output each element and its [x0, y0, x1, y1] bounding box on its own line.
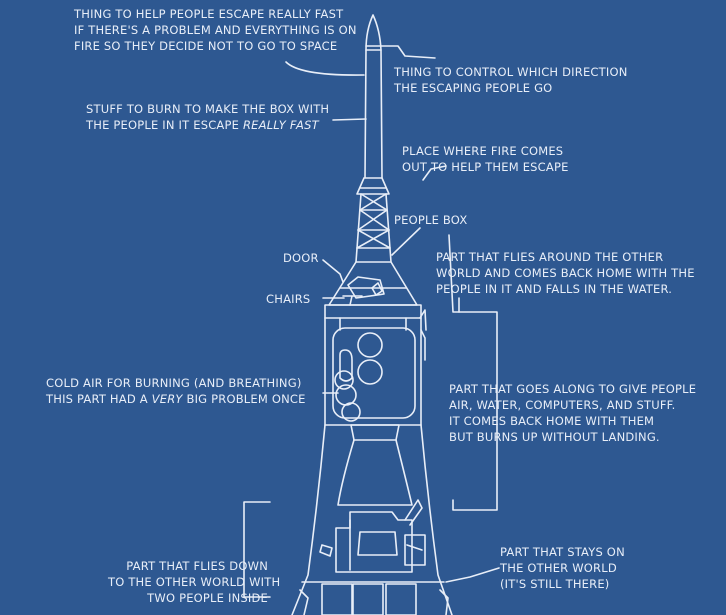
- service-module-label: PART THAT GOES ALONG TO GIVE PEOPLE AIR,…: [449, 381, 696, 445]
- direction-line-1: THING TO CONTROL WHICH DIRECTION: [394, 65, 628, 79]
- cold-line-2b: VERY: [151, 392, 183, 406]
- service-line-4: BUT BURNS UP WITHOUT LANDING.: [449, 430, 660, 444]
- service-module: [324, 317, 426, 506]
- direction-line-2: THE ESCAPING PEOPLE GO: [394, 81, 553, 95]
- burn-line-2: THE PEOPLE IN IT ESCAPE REALLY FAST: [86, 117, 329, 133]
- adapter-skirt: [291, 424, 453, 615]
- burn-line-1: STUFF TO BURN TO MAKE THE BOX WITH: [86, 102, 330, 116]
- lander-label: PART THAT FLIES DOWN TO THE OTHER WORLD …: [108, 558, 281, 606]
- leader-lines: [243, 45, 500, 598]
- burn-line-2b: REALLY FAST: [242, 118, 319, 132]
- fire-label: PLACE WHERE FIRE COMES OUT TO HELP THEM …: [402, 143, 569, 175]
- lander-line-2: TO THE OTHER WORLD WITH: [108, 575, 281, 589]
- direction-label: THING TO CONTROL WHICH DIRECTION THE ESC…: [394, 64, 628, 96]
- flies-line-1: PART THAT FLIES AROUND THE OTHER: [436, 250, 664, 264]
- escape-rocket-label: THING TO HELP PEOPLE ESCAPE REALLY FAST …: [74, 6, 357, 54]
- descent-stage-label: PART THAT STAYS ON THE OTHER WORLD (IT'S…: [500, 544, 625, 592]
- cold-line-2a: THIS PART HAD A: [46, 392, 148, 406]
- escape-line-2: IF THERE'S A PROBLEM AND EVERYTHING IS O…: [74, 23, 357, 37]
- lunar-module: [299, 499, 449, 615]
- flies-line-3: PEOPLE IN IT AND FALLS IN THE WATER.: [436, 282, 673, 296]
- escape-line-1: THING TO HELP PEOPLE ESCAPE REALLY FAST: [74, 7, 344, 21]
- escape-line-3: FIRE SO THEY DECIDE NOT TO GO TO SPACE: [74, 39, 338, 53]
- service-line-2: AIR, WATER, COMPUTERS, AND STUFF.: [449, 398, 676, 412]
- command-module-label: PART THAT FLIES AROUND THE OTHER WORLD A…: [436, 249, 695, 297]
- chairs-label: CHAIRS: [266, 292, 311, 306]
- door-label: DOOR: [283, 251, 319, 265]
- lander-line-1: PART THAT FLIES DOWN: [126, 559, 268, 573]
- stays-line-3: (IT'S STILL THERE): [500, 577, 610, 591]
- burn-line-2a: THE PEOPLE IN IT ESCAPE: [86, 118, 240, 132]
- cold-line-2c: BIG PROBLEM ONCE: [186, 392, 306, 406]
- cold-line-1: COLD AIR FOR BURNING (AND BREATHING): [46, 376, 302, 390]
- fire-line-2: OUT TO HELP THEM ESCAPE: [402, 160, 569, 174]
- command-module: [324, 261, 427, 331]
- stays-line-1: PART THAT STAYS ON: [500, 545, 625, 559]
- stays-line-2: THE OTHER WORLD: [500, 561, 617, 575]
- service-line-1: PART THAT GOES ALONG TO GIVE PEOPLE: [449, 382, 697, 396]
- escape-tower: [355, 193, 392, 263]
- escape-rocket: [356, 14, 390, 195]
- cold-line-2: THIS PART HAD A VERY BIG PROBLEM ONCE: [46, 391, 305, 407]
- lander-line-3: TWO PEOPLE INSIDE: [147, 591, 268, 605]
- people-box-label: PEOPLE BOX: [394, 213, 468, 227]
- fire-line-1: PLACE WHERE FIRE COMES: [402, 144, 564, 158]
- fuel-label: STUFF TO BURN TO MAKE THE BOX WITH THE P…: [86, 101, 329, 133]
- oxygen-label: COLD AIR FOR BURNING (AND BREATHING) THI…: [46, 375, 305, 407]
- service-line-3: IT COMES BACK HOME WITH THEM: [449, 414, 655, 428]
- flies-line-2: WORLD AND COMES BACK HOME WITH THE: [436, 266, 695, 280]
